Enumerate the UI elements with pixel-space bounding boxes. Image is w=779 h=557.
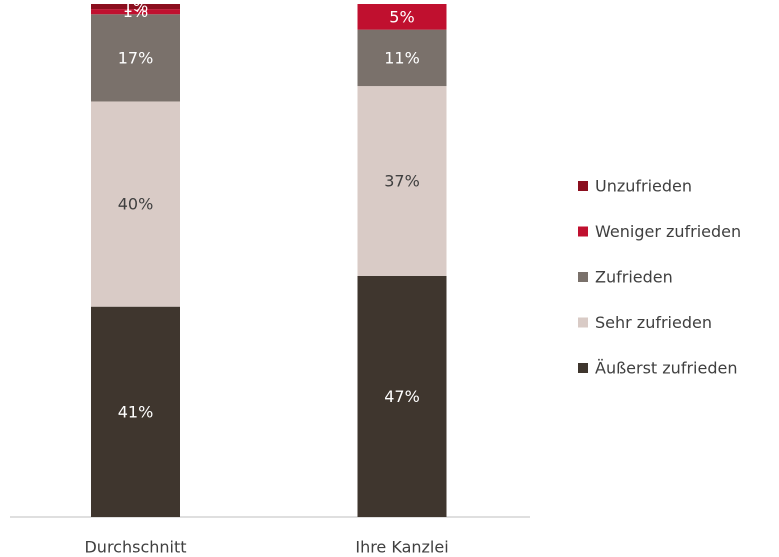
bar-segment [357,29,447,87]
legend-swatch [578,317,588,328]
bar-segment [357,4,447,30]
legend-label: Äußerst zufrieden [595,359,737,378]
bar-segment [91,4,180,10]
data-label: 40% [118,195,154,214]
legend-label: Sehr zufrieden [595,313,712,332]
bar-segment [357,86,447,276]
data-label: 17% [118,48,154,67]
legend-label: Zufrieden [595,268,673,287]
bar-segment [91,306,180,517]
data-label: 11% [384,48,420,67]
data-label: 47% [384,387,420,406]
legend-label: Unzufrieden [595,177,692,196]
legend-swatch [578,181,588,191]
bar-segment [91,9,180,15]
bar-segment [91,14,180,102]
data-label: 37% [384,171,420,190]
bar-segment [91,101,180,307]
data-label: 1% [123,0,148,16]
data-label: 41% [118,402,154,421]
bar-segment [357,275,447,517]
legend-swatch [578,226,588,237]
data-label: 5% [389,7,414,26]
x-tick-label: Durchschnitt [84,538,186,557]
legend-swatch [578,272,588,282]
legend-label: Weniger zufrieden [595,222,741,241]
legend-swatch [578,363,588,373]
x-tick-label: Ihre Kanzlei [355,538,448,557]
